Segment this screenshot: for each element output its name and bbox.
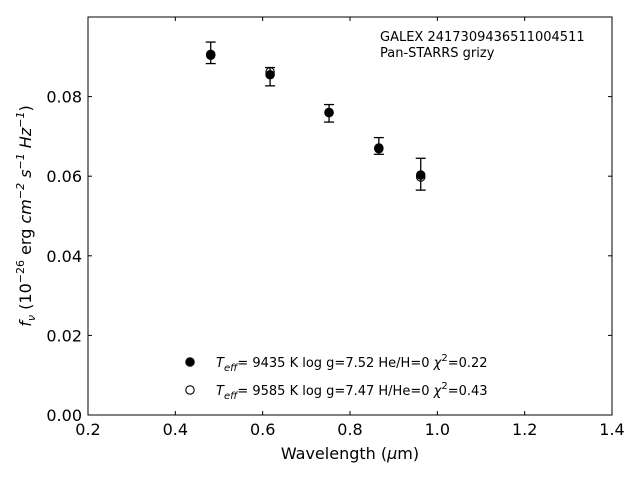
legend-label: Teff= 9585 K log g=7.47 H/He=0 χ2=0.43 (216, 381, 488, 402)
x-tick-label: 0.4 (163, 420, 188, 439)
y-tick-label: 0.02 (46, 326, 82, 345)
x-tick-label: 1.4 (599, 420, 624, 439)
legend-text-prefix: T (216, 384, 225, 399)
legend-text-sup: 2 (441, 353, 447, 364)
legend-text-sub: eff (224, 363, 239, 374)
legend-text-sup: 2 (441, 381, 447, 392)
annotation-line-1: GALEX 2417309436511004511 (380, 30, 585, 45)
y-tick-label: 0.06 (46, 167, 82, 186)
legend-text-chi: χ (433, 356, 443, 371)
x-tick-label: 0.8 (337, 420, 362, 439)
legend-text-tail: =0.43 (448, 384, 488, 399)
legend-text-chi: χ (433, 384, 443, 399)
model-point-open (324, 107, 334, 118)
x-tick-label: 1.2 (512, 420, 537, 439)
legend-text-prefix: T (216, 356, 225, 371)
y-tick-label: 0.08 (46, 88, 82, 107)
x-axis-label: Wavelength (μm) (281, 444, 419, 463)
chart-legend: Teff= 9435 K log g=7.52 He/H=0 χ2=0.22Te… (185, 353, 488, 402)
model-point-open (205, 50, 216, 60)
model-point-open (415, 172, 426, 182)
legend-marker-filled (185, 357, 195, 367)
x-tick-label: 0.6 (250, 420, 275, 439)
model-point-open (374, 143, 384, 153)
y-axis-label: fν (10−26 erg cm−2 s−1 Hz−1) (14, 105, 38, 326)
legend-text-text: = 9585 K log g=7.47 H/He=0 (237, 384, 433, 399)
legend-label: Teff= 9435 K log g=7.52 He/H=0 χ2=0.22 (216, 353, 488, 374)
legend-marker-open (185, 385, 195, 395)
y-tick-label: 0.00 (46, 406, 82, 425)
axis-ticks: 0.2 0.4 0.6 0.8 1.0 1.2 1.4 0.00 0.02 0.04 0.06 0.0… (46, 17, 625, 439)
legend-text-text: = 9435 K log g=7.52 He/H=0 (237, 356, 433, 371)
x-tick-label: 0.2 (75, 420, 100, 439)
x-tick-label: 1.0 (425, 420, 450, 439)
legend-text-tail: =0.22 (448, 356, 488, 371)
model-point-open (265, 67, 275, 77)
legend-text-sub: eff (224, 391, 239, 402)
y-tick-label: 0.04 (46, 247, 82, 266)
model-point-filled (265, 69, 275, 80)
plot-marks (205, 41, 426, 191)
annotation-line-2: Pan-STARRS grizy (380, 46, 495, 61)
